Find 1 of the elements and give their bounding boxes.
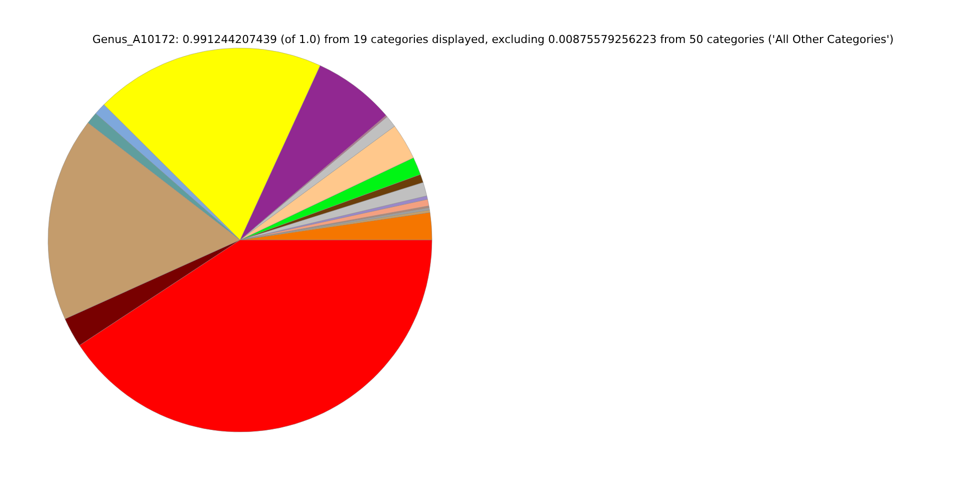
text: Genus_A10172: 0.991244207439 (of 1.0) from 19 categories displayed, excluding 0.00875579256223 from 50 categories ('All Other Categories') <box>92 33 894 46</box>
